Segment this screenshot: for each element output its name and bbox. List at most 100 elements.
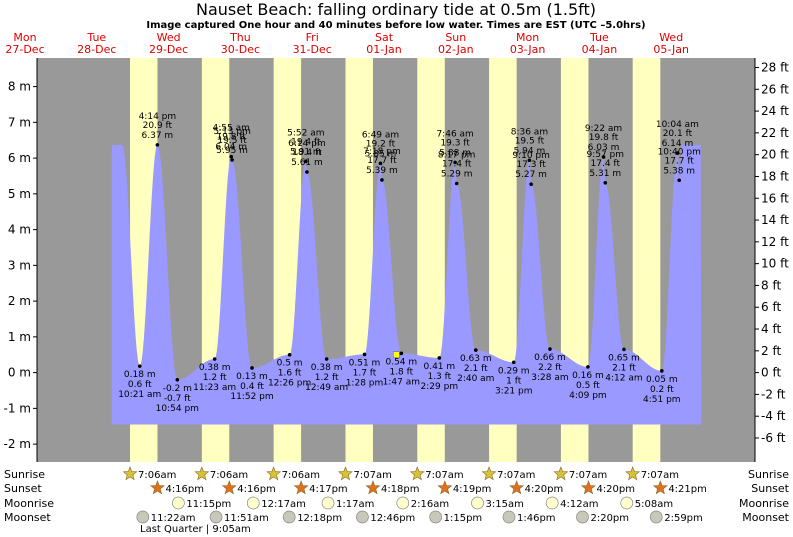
sunset-time: 4:20pm [596, 484, 635, 495]
low-tide-time: 1:28 pm [346, 378, 384, 388]
right-axis-tick-label: 8 ft [761, 278, 781, 292]
high-tide-time: 5:13 pm [213, 127, 251, 137]
moonset-row-label-left: Moonset [4, 511, 51, 524]
right-axis-tick-label: 22 ft [761, 126, 789, 140]
moonset-icon [649, 510, 663, 524]
low-tide-meters: 0.65 m [608, 353, 640, 363]
sunrise-time: 7:07am [569, 470, 607, 481]
day-name-label: Tue [589, 31, 609, 44]
high-tide-feet: 19.3 ft [440, 138, 470, 148]
sunset-icon [509, 480, 525, 495]
low-tide-meters: 0.54 m [385, 357, 417, 367]
moonset-icon [576, 510, 589, 524]
high-tide-time: 5:52 am [287, 128, 324, 138]
day-date-label: 31-Dec [293, 43, 332, 56]
low-tide-time: 2:29 pm [421, 382, 459, 392]
low-tide-meters: 0.29 m [498, 366, 530, 376]
high-tide-point [304, 159, 308, 164]
low-tide-time: 12:49 am [305, 383, 348, 393]
left-axis-tick-label: 6 m [8, 151, 31, 165]
low-tide-point [548, 347, 552, 351]
low-tide-point [622, 347, 626, 352]
left-axis-tick-label: 4 m [8, 223, 31, 237]
sunrise-time: 7:07am [425, 470, 463, 481]
high-tide-point [527, 158, 532, 163]
sunrise-icon [481, 466, 497, 481]
high-tide-feet: 19.2 ft [366, 139, 396, 149]
right-axis-tick-label: -6 ft [761, 431, 786, 445]
high-tide-time: 9:22 am [585, 124, 622, 134]
sunrise-icon [337, 466, 353, 481]
low-tide-meters: 0.16 m [572, 371, 604, 381]
moonset-time: 2:59pm [664, 513, 703, 524]
day-name-label: Sun [445, 31, 466, 44]
left-axis-meters: -2 m -1 m 0 m 1 m 2 m 3 m 4 m 5 m 6 m 7 m 8 m [4, 58, 38, 462]
low-tide-feet: 1.3 ft [427, 372, 451, 382]
high-tide-meters: 5.39 m [366, 166, 398, 176]
high-tide-time: 8:17 pm [438, 150, 476, 160]
high-tide-feet: 17.7 ft [664, 156, 694, 166]
high-tide-meters: 5.91 m [290, 147, 322, 157]
day-name-label: Mon [516, 31, 539, 44]
sunset-time: 4:17pm [309, 484, 348, 495]
left-axis-tick-label: -2 m [4, 437, 31, 451]
low-tide-feet: 1.7 ft [353, 368, 377, 378]
high-tide-time: 10:04 am [656, 120, 699, 130]
low-tide-point [473, 348, 478, 352]
sunrise-time: 7:07am [353, 470, 391, 481]
low-tide-point [660, 369, 664, 373]
sunrise-time: 7:06am [282, 470, 320, 481]
high-tide-time: 4:14 pm [139, 112, 177, 122]
moonrise-icon [471, 496, 484, 510]
high-tide-feet: 20.9 ft [143, 121, 173, 131]
low-tide-meters: 0.5 m [277, 359, 303, 369]
right-axis-tick-label: 10 ft [761, 257, 789, 271]
sunset-time: 4:16pm [237, 484, 276, 495]
day-name-label: Wed [157, 31, 181, 44]
high-tide-meters: 6.04 m [215, 143, 247, 153]
right-axis-tick-label: -2 ft [761, 387, 786, 401]
moonset-icon [429, 510, 442, 524]
moonrise-icon [620, 496, 634, 510]
sunrise-time: 7:06am [138, 470, 176, 481]
day-date-label: 03-Jan [510, 43, 546, 56]
moonrise-row-label-left: Moonrise [4, 497, 54, 510]
sunrise-icon [122, 466, 138, 481]
high-tide-point [378, 161, 383, 166]
right-axis-tick-label: 6 ft [761, 300, 781, 314]
moonrise-time: 5:08am [635, 499, 673, 510]
sunset-icon [437, 480, 453, 495]
sunset-time: 4:18pm [381, 484, 420, 495]
high-tide-meters: 6.14 m [662, 139, 694, 149]
sunset-time: 4:16pm [165, 484, 204, 495]
low-tide-time: 3:28 am [531, 373, 568, 383]
moonset-time: 2:20pm [590, 513, 629, 524]
moonrise-icon [321, 496, 335, 510]
moonset-icon [356, 510, 369, 524]
high-tide-point [603, 180, 608, 185]
low-tide-meters: 0.51 m [349, 358, 381, 368]
sunrise-icon [266, 466, 282, 481]
low-tide-feet: 2.1 ft [612, 363, 636, 373]
moonset-row-label-right: Moonset [742, 511, 789, 524]
high-tide-feet: 19.5 ft [515, 136, 545, 146]
low-tide-time: 12:26 pm [268, 379, 311, 389]
sunset-row-label-right: Sunset [751, 482, 789, 495]
moonset-icon [502, 510, 516, 524]
sunrise-row-label-left: Sunrise [4, 468, 45, 481]
high-tide-point [305, 170, 309, 174]
tide-curve [111, 144, 702, 425]
moonset-time: 1:15pm [444, 513, 483, 524]
high-tide-feet: 17.3 ft [516, 160, 546, 170]
low-tide-feet: 0.6 ft [128, 380, 152, 390]
right-axis-tick-label: 4 ft [761, 322, 781, 336]
low-tide-meters: 0.63 m [460, 354, 492, 364]
low-tide-time: 1:47 am [383, 377, 420, 387]
high-tide-meters: 5.31 m [589, 169, 621, 179]
low-tide-point [250, 366, 254, 370]
high-tide-meters: 5.61 m [291, 158, 323, 168]
sunrise-time: 7:07am [497, 470, 535, 481]
moonrise-icon [545, 496, 559, 510]
